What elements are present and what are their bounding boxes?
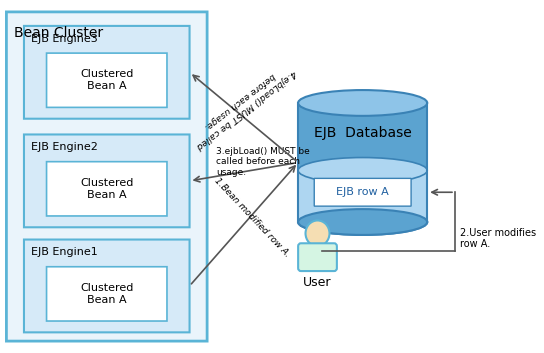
Ellipse shape: [298, 90, 427, 116]
FancyBboxPatch shape: [47, 267, 167, 321]
Text: Clustered
Bean A: Clustered Bean A: [80, 283, 133, 305]
Ellipse shape: [298, 157, 427, 183]
Text: EJB Engine3: EJB Engine3: [32, 34, 98, 44]
Text: 1.Bean modified row A.: 1.Bean modified row A.: [212, 176, 291, 258]
Text: 2.User modifies
row A.: 2.User modifies row A.: [460, 228, 536, 249]
Ellipse shape: [298, 209, 427, 235]
Text: Clustered
Bean A: Clustered Bean A: [80, 178, 133, 199]
Text: 4.ejbLoad() MUST be called
before each usage.: 4.ejbLoad() MUST be called before each u…: [188, 59, 297, 150]
FancyBboxPatch shape: [47, 53, 167, 107]
FancyBboxPatch shape: [24, 134, 189, 227]
FancyBboxPatch shape: [7, 12, 207, 341]
Text: EJB  Database: EJB Database: [314, 126, 412, 140]
Bar: [298, 170, 427, 222]
FancyBboxPatch shape: [298, 243, 337, 271]
Circle shape: [306, 221, 330, 246]
Text: User: User: [303, 276, 332, 289]
Text: EJB Engine1: EJB Engine1: [32, 247, 98, 257]
Text: Clustered
Bean A: Clustered Bean A: [80, 70, 133, 91]
FancyBboxPatch shape: [24, 240, 189, 332]
Text: 3.ejbLoad() MUST be
called before each
usage.: 3.ejbLoad() MUST be called before each u…: [216, 147, 310, 177]
Text: Bean Cluster: Bean Cluster: [14, 26, 103, 40]
Bar: [298, 103, 427, 222]
FancyBboxPatch shape: [24, 26, 189, 119]
FancyBboxPatch shape: [47, 162, 167, 216]
Text: EJB Engine2: EJB Engine2: [32, 142, 98, 152]
Ellipse shape: [298, 209, 427, 235]
FancyBboxPatch shape: [314, 178, 411, 206]
Text: EJB row A: EJB row A: [336, 187, 389, 197]
